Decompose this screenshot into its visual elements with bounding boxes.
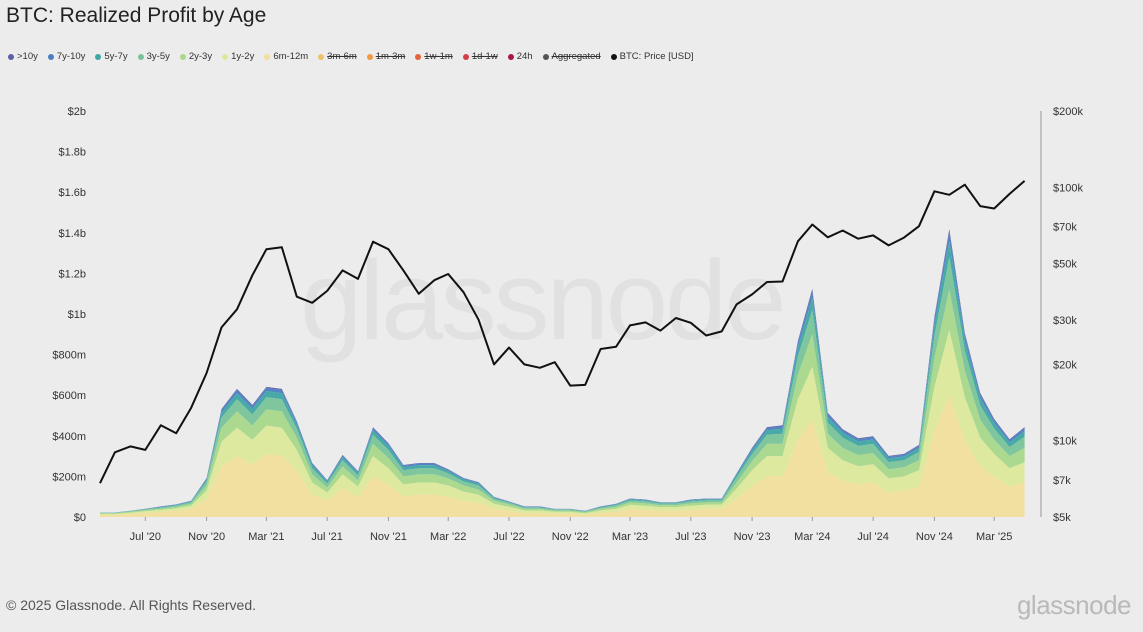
legend-item[interactable]: 1d-1w (462, 51, 498, 62)
legend-label: Aggregated (551, 51, 601, 62)
x-tick-label: Nov '22 (552, 531, 589, 543)
y-right-tick-label: $70k (1053, 222, 1077, 234)
legend-item[interactable]: 24h (507, 51, 533, 62)
y-left-tick-label: $400m (52, 431, 86, 443)
legend-label: 2y-3y (188, 51, 213, 62)
legend-dot-icon (462, 53, 469, 60)
legend-item[interactable]: 3m-6m (318, 51, 357, 62)
legend-label: 1w-1m (424, 51, 453, 62)
legend-dot-icon (264, 53, 271, 60)
legend-dot-icon (8, 53, 14, 60)
x-tick-label: Nov '23 (734, 531, 771, 543)
y-right-tick-label: $7k (1053, 475, 1071, 487)
x-tick-label: Mar '22 (430, 531, 466, 543)
legend-dot-icon (222, 53, 229, 60)
legend-dot-icon (318, 53, 325, 60)
legend-label: >10y (17, 51, 38, 62)
brand-logo: glassnode (1016, 590, 1132, 620)
y-left-tick-label: $0 (74, 512, 86, 524)
legend-item[interactable]: 2y-3y (179, 51, 213, 62)
y-right-tick-label: $10k (1053, 436, 1077, 448)
legend-item[interactable]: 1y-2y (222, 51, 254, 62)
legend-label: 3m-6m (327, 51, 357, 62)
legend-dot-icon (47, 53, 54, 60)
legend-item[interactable]: 5y-7y (95, 51, 128, 62)
x-tick-label: Jul '24 (857, 531, 888, 543)
legend-dot-icon (507, 53, 514, 60)
legend-dot-icon (137, 53, 144, 60)
x-tick-label: Mar '24 (794, 531, 830, 543)
chart-title: BTC: Realized Profit by Age (6, 4, 267, 27)
legend-item[interactable]: >10y (8, 51, 38, 62)
x-tick-label: Jul '22 (493, 531, 524, 543)
y-left-tick-label: $800m (52, 350, 86, 362)
legend-dot-icon (542, 53, 549, 60)
y-left-tick-label: $2b (68, 106, 86, 118)
legend-dot-icon (95, 53, 102, 60)
legend-dot-icon (366, 53, 373, 60)
y-right-tick-label: $30k (1053, 315, 1077, 327)
legend-dot-icon (415, 53, 422, 60)
y-left-tick-label: $1b (68, 309, 86, 321)
legend-dot-icon (610, 53, 617, 60)
legend-label: 1m-3m (375, 51, 406, 62)
y-right-tick-label: $5k (1053, 512, 1071, 524)
x-tick-label: Nov '21 (370, 531, 407, 543)
x-tick-label: Mar '23 (612, 531, 648, 543)
x-tick-label: Nov '24 (916, 531, 953, 543)
x-tick-label: Mar '25 (976, 531, 1012, 543)
x-tick-label: Jul '21 (311, 531, 342, 543)
x-tick-label: Mar '21 (248, 531, 284, 543)
legend-label: 6m-12m (273, 51, 309, 62)
y-right-tick-label: $50k (1053, 259, 1077, 271)
x-tick-label: Jul '20 (130, 531, 161, 543)
copyright-footer: © 2025 Glassnode. All Rights Reserved. (6, 597, 257, 613)
x-tick-label: Nov '20 (188, 531, 225, 543)
legend-dot-icon (179, 53, 186, 60)
y-left-tick-label: $1.8b (58, 147, 86, 159)
legend-label: BTC: Price [USD] (619, 51, 694, 62)
y-right-tick-label: $100k (1053, 182, 1083, 194)
y-left-tick-label: $600m (52, 390, 86, 402)
legend-label: 1d-1w (471, 51, 498, 62)
legend-label: 24h (516, 51, 533, 62)
legend-item[interactable]: 1w-1m (415, 51, 453, 62)
legend-item[interactable]: BTC: Price [USD] (610, 51, 694, 62)
y-left-tick-label: $1.6b (58, 187, 86, 199)
area-series-6m-12m (100, 395, 1025, 517)
y-left-tick-label: $1.4b (58, 228, 86, 240)
y-left-tick-label: $1.2b (58, 268, 86, 280)
legend-item[interactable]: Aggregated (542, 51, 601, 62)
legend-item[interactable]: 7y-10y (47, 51, 86, 62)
y-right-tick-label: $200k (1053, 106, 1083, 118)
legend-label: 5y-7y (104, 51, 128, 62)
legend-label: 1y-2y (231, 51, 255, 62)
legend-item[interactable]: 3y-5y (137, 51, 170, 62)
legend-item[interactable]: 1m-3m (366, 51, 406, 62)
legend-label: 7y-10y (56, 51, 86, 62)
btc-price-line (99, 180, 1026, 484)
legend: >10y 7y-10y 5y-7y 3y-5y 2y-3y 1y-2y 6m-12m 3m-6… (8, 51, 694, 62)
y-right-tick-label: $20k (1053, 359, 1077, 371)
x-tick-label: Jul '23 (675, 531, 706, 543)
legend-item[interactable]: 6m-12m (264, 51, 308, 62)
legend-label: 3y-5y (146, 51, 170, 62)
y-left-tick-label: $200m (52, 471, 86, 483)
